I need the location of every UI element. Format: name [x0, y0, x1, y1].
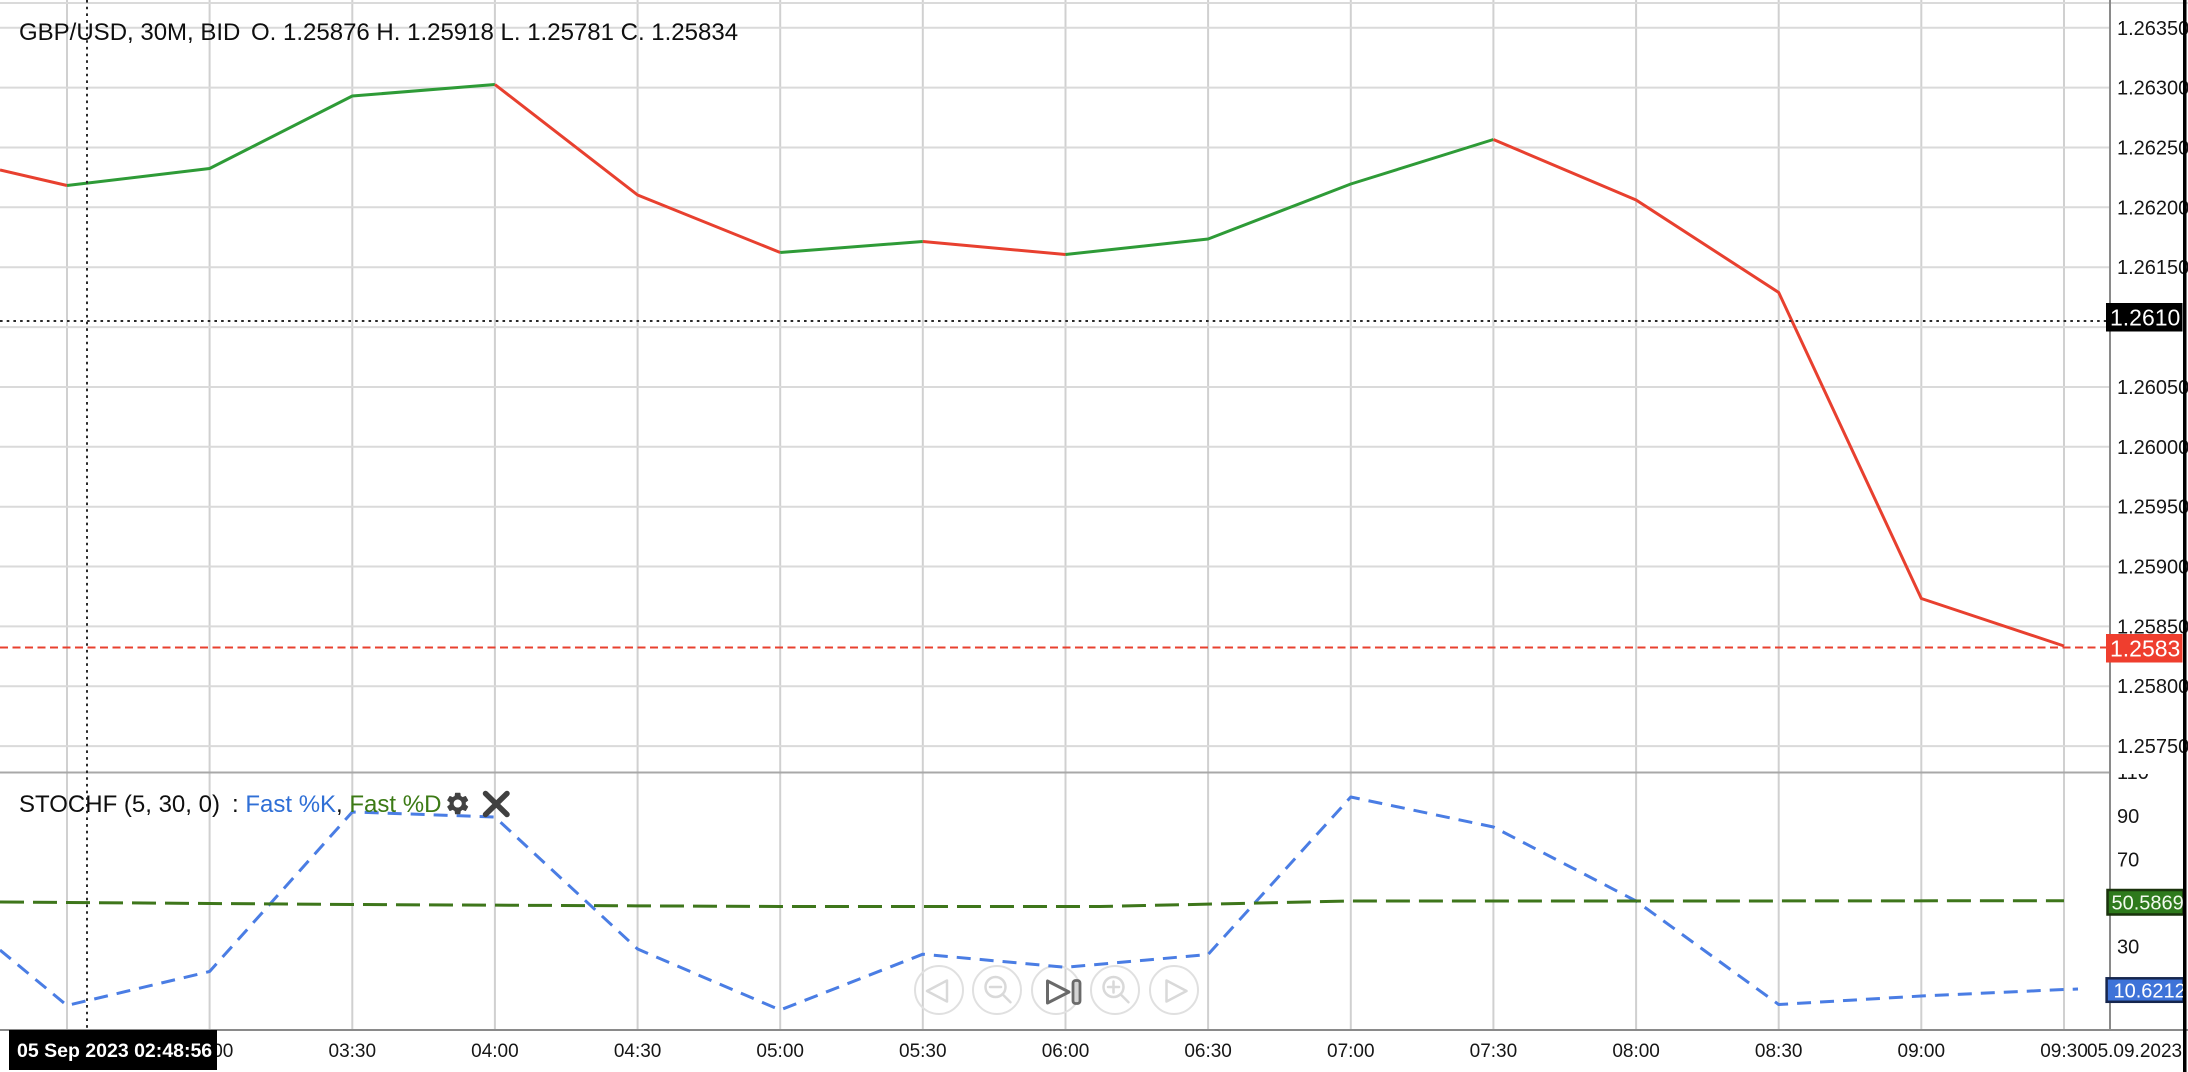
svg-text:05.09.2023: 05.09.2023	[2087, 1041, 2182, 1062]
svg-text:07:00: 07:00	[1327, 1041, 1375, 1062]
svg-text:06:30: 06:30	[1184, 1041, 1232, 1062]
svg-text:90: 90	[2117, 806, 2139, 828]
svg-text:1.25850: 1.25850	[2117, 616, 2188, 638]
svg-text:09:30: 09:30	[2040, 1041, 2088, 1062]
svg-text:1.26300: 1.26300	[2117, 78, 2188, 100]
svg-text:10.6212: 10.6212	[2114, 980, 2186, 1002]
svg-text:05 Sep 2023 02:48:56: 05 Sep 2023 02:48:56	[17, 1040, 212, 1062]
svg-text:1.25800: 1.25800	[2117, 676, 2188, 698]
svg-text:1.2583: 1.2583	[2110, 636, 2180, 662]
svg-text:06:00: 06:00	[1042, 1041, 1090, 1062]
svg-text:05:30: 05:30	[899, 1041, 947, 1062]
svg-text:03:30: 03:30	[329, 1041, 377, 1062]
svg-text:07:30: 07:30	[1470, 1041, 1518, 1062]
svg-text:08:00: 08:00	[1612, 1041, 1660, 1062]
svg-text:70: 70	[2117, 850, 2139, 872]
svg-text:1.26250: 1.26250	[2117, 138, 2188, 160]
svg-text:1.26050: 1.26050	[2117, 377, 2188, 399]
svg-text:1.25950: 1.25950	[2117, 497, 2188, 519]
svg-text:110: 110	[2117, 762, 2149, 784]
svg-text:1.26150: 1.26150	[2117, 257, 2188, 279]
svg-text:30: 30	[2117, 937, 2139, 959]
svg-text:04:00: 04:00	[471, 1041, 519, 1062]
svg-text:08:30: 08:30	[1755, 1041, 1803, 1062]
svg-text:1.26350: 1.26350	[2117, 18, 2188, 40]
svg-text:09:00: 09:00	[1898, 1041, 1946, 1062]
svg-text:1.25900: 1.25900	[2117, 557, 2188, 579]
svg-text:STOCHF (5, 30, 0): Fast %K, Fa: STOCHF (5, 30, 0): Fast %K, Fast %D	[19, 791, 441, 818]
svg-text:1.26000: 1.26000	[2117, 437, 2188, 459]
svg-text:1.25750: 1.25750	[2117, 736, 2188, 758]
svg-text:1.26200: 1.26200	[2117, 197, 2188, 219]
svg-text:04:30: 04:30	[614, 1041, 662, 1062]
svg-text:05:00: 05:00	[756, 1041, 804, 1062]
svg-text:50.5869: 50.5869	[2112, 892, 2184, 914]
svg-text:1.2610: 1.2610	[2110, 305, 2180, 331]
